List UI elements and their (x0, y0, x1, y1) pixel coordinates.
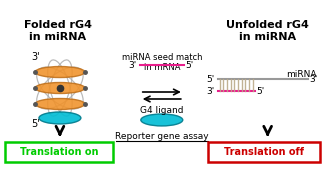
Text: 5': 5' (257, 87, 265, 95)
Text: Reporter gene assay: Reporter gene assay (115, 132, 209, 141)
Text: 5': 5' (32, 119, 40, 129)
Text: Folded rG4
in miRNA: Folded rG4 in miRNA (24, 20, 92, 42)
Ellipse shape (141, 114, 183, 126)
Text: 3': 3' (310, 74, 318, 84)
Ellipse shape (35, 98, 85, 109)
Text: 3': 3' (206, 87, 215, 95)
Text: 3': 3' (129, 60, 137, 70)
Text: 3': 3' (32, 52, 40, 62)
Text: Translation off: Translation off (224, 147, 304, 157)
FancyBboxPatch shape (5, 142, 113, 162)
Text: Translation on: Translation on (20, 147, 98, 157)
Text: miRNA seed match
in mRNA: miRNA seed match in mRNA (122, 53, 202, 72)
Ellipse shape (35, 67, 85, 77)
FancyBboxPatch shape (208, 142, 319, 162)
Text: 5': 5' (206, 74, 215, 84)
Ellipse shape (39, 112, 81, 124)
Text: 5': 5' (186, 60, 194, 70)
Ellipse shape (35, 83, 85, 94)
Text: Unfolded rG4
in miRNA: Unfolded rG4 in miRNA (226, 20, 309, 42)
Text: miRNA: miRNA (287, 70, 317, 78)
Text: G4 ligand: G4 ligand (140, 106, 184, 115)
